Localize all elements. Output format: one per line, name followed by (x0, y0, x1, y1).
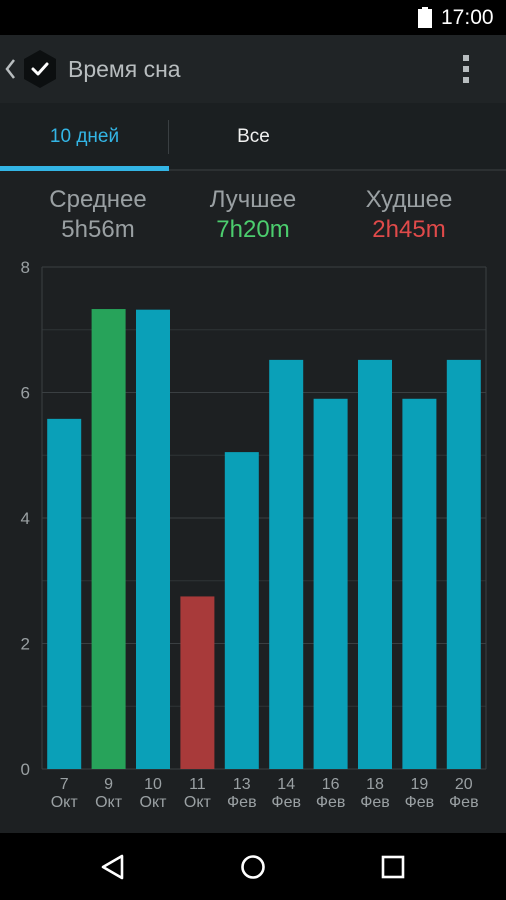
bar (91, 309, 126, 769)
stat-worst-value: 2h45m (372, 216, 446, 243)
x-tick-month-label: Фев (227, 794, 257, 811)
x-tick-month-label: Окт (95, 794, 123, 811)
x-tick-day-label: 16 (322, 776, 340, 793)
battery-icon (418, 7, 432, 28)
content: Среднее 5h56m Лучшее 7h20m Худшее 2h45m … (0, 171, 506, 833)
stat-average: Среднее 5h56m (14, 185, 182, 245)
stat-best: Лучшее 7h20m (169, 185, 337, 245)
stat-worst: Худшее 2h45m (325, 185, 493, 245)
stat-worst-label: Худшее (365, 186, 453, 213)
y-tick-label: 8 (21, 258, 30, 277)
bar (313, 398, 348, 769)
overflow-menu-icon[interactable] (458, 53, 474, 85)
x-tick-day-label: 20 (455, 776, 473, 793)
stat-best-label: Лучшее (209, 186, 297, 213)
bar (47, 418, 82, 769)
tab-bar: 10 дней Все (0, 103, 506, 171)
y-tick-label: 2 (21, 635, 30, 654)
tab-selected-indicator (0, 166, 169, 171)
x-tick-month-label: Окт (51, 794, 79, 811)
back-icon[interactable] (4, 57, 16, 81)
x-tick-month-label: Фев (271, 794, 301, 811)
x-tick-month-label: Окт (140, 794, 168, 811)
x-tick-day-label: 11 (189, 776, 206, 793)
action-bar: Время сна (0, 35, 506, 103)
y-tick-label: 4 (21, 509, 30, 528)
tab-underline (169, 169, 506, 171)
nav-bar (0, 833, 506, 900)
status-bar: 17:00 (0, 0, 506, 35)
stat-average-value: 5h56m (61, 216, 135, 243)
x-tick-day-label: 13 (233, 776, 251, 793)
x-tick-day-label: 9 (104, 776, 113, 793)
x-tick-month-label: Фев (316, 794, 346, 811)
stat-best-value: 7h20m (216, 216, 290, 243)
bar (358, 359, 392, 769)
x-tick-month-label: Фев (360, 794, 390, 811)
status-time: 17:00 (441, 6, 494, 29)
tab-divider (168, 120, 169, 154)
x-tick-day-label: 7 (60, 776, 69, 793)
tab-10-days[interactable]: 10 дней (49, 126, 120, 147)
x-tick-day-label: 18 (366, 776, 384, 793)
bar (402, 398, 437, 769)
app-title: Время сна (68, 56, 181, 82)
nav-back-icon[interactable] (93, 847, 133, 887)
x-tick-month-label: Фев (449, 794, 479, 811)
stat-average-label: Среднее (49, 186, 147, 213)
bar (180, 596, 215, 769)
x-tick-day-label: 10 (144, 776, 162, 793)
nav-home-icon[interactable] (233, 847, 273, 887)
x-tick-day-label: 19 (411, 776, 429, 793)
bar (136, 309, 170, 769)
x-tick-month-label: Окт (184, 794, 212, 811)
bar (446, 359, 481, 769)
sleep-bar-chart: 024687Окт9Окт10Окт11Окт13Фев14Фев16Фев18… (21, 258, 487, 811)
bar (269, 359, 304, 769)
x-tick-day-label: 14 (277, 776, 295, 793)
bar (224, 452, 259, 769)
x-tick-month-label: Фев (405, 794, 435, 811)
nav-recent-apps-icon[interactable] (373, 847, 413, 887)
tab-all[interactable]: Все (237, 126, 270, 147)
app-clock-icon[interactable] (22, 49, 58, 89)
y-tick-label: 0 (21, 760, 30, 779)
y-tick-label: 6 (21, 384, 30, 403)
